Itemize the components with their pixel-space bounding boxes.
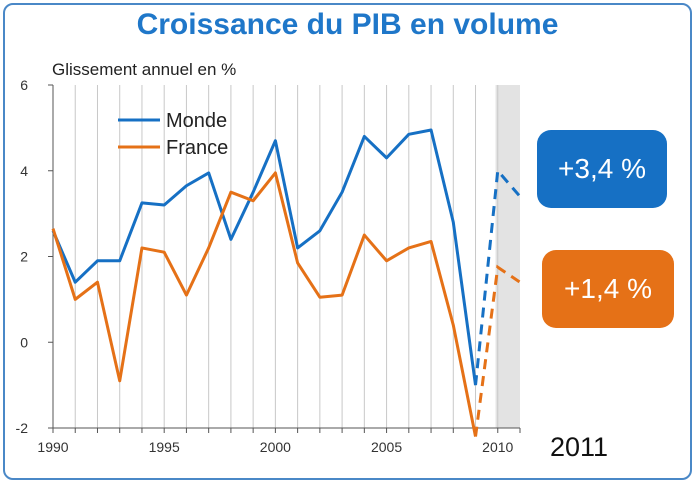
monde-legend-label: Monde [166, 110, 227, 132]
chart-title: Croissance du PIB en volume [136, 8, 559, 41]
france-legend-label: France [166, 137, 228, 159]
monde-growth-badge: +3,4 % [537, 130, 667, 208]
france-forecast-line [474, 264, 521, 437]
monde-series-line [51, 128, 478, 386]
y-tick-label: 4 [20, 163, 28, 179]
france-series-line [51, 171, 477, 437]
x-tick-label: 2000 [260, 439, 291, 455]
chart-frame [3, 3, 692, 480]
x-tick-label: 2005 [371, 439, 402, 455]
y-tick-label: -2 [16, 420, 29, 436]
x-tick-label: 1990 [37, 439, 68, 455]
x-tick-label: 1995 [149, 439, 180, 455]
france-growth-badge: +1,4 % [542, 250, 674, 328]
x-tick-label: 2010 [482, 439, 513, 455]
y-tick-label: 6 [20, 77, 28, 93]
monde-forecast-line [474, 167, 522, 386]
y-tick-label: 0 [20, 334, 28, 350]
y-axis-label: Glissement annuel en % [52, 60, 237, 79]
forecast-shade [495, 85, 520, 428]
forecast-year-label: 2011 [550, 432, 609, 462]
y-tick-label: 2 [20, 249, 28, 265]
